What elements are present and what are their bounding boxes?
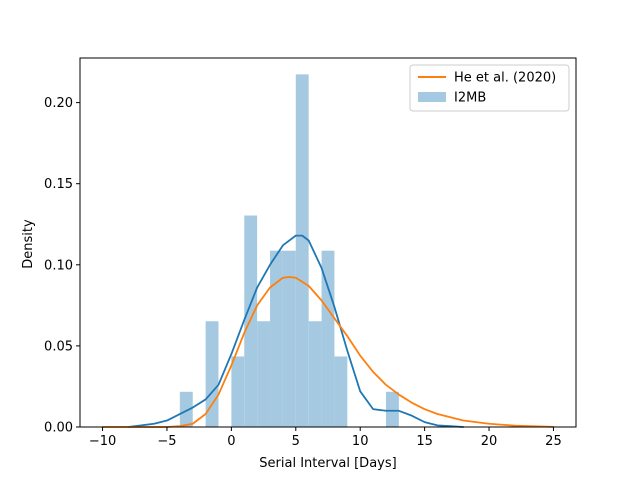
legend-label-0: He et al. (2020) bbox=[454, 71, 556, 86]
legend: He et al. (2020) I2MB bbox=[409, 64, 570, 112]
x-tick-label-7: 25 bbox=[545, 434, 562, 449]
histogram-bar-9 bbox=[321, 250, 335, 427]
x-tick-label-2: 0 bbox=[227, 434, 235, 449]
x-tick-label-6: 20 bbox=[481, 434, 498, 449]
histogram-bar-7 bbox=[295, 74, 309, 427]
y-tick-label-2: 0.10 bbox=[44, 258, 73, 273]
kde-curve-0 bbox=[127, 234, 465, 428]
x-tick-label-3: 5 bbox=[292, 434, 300, 449]
y-tick-label-4: 0.20 bbox=[44, 96, 73, 111]
x-tick-label-4: 10 bbox=[352, 434, 369, 449]
histogram-bar-5 bbox=[270, 250, 283, 427]
axes-frame bbox=[79, 57, 577, 428]
y-axis-ticks: 0.00 0.05 0.10 0.15 0.20 bbox=[44, 96, 80, 436]
axes bbox=[79, 57, 577, 428]
plot-area bbox=[101, 74, 555, 428]
x-tick-label-1: −5 bbox=[157, 434, 176, 449]
y-tick-label-1: 0.05 bbox=[44, 339, 73, 354]
x-tick-label-0: −10 bbox=[89, 434, 116, 449]
x-axis-ticks: −10 −5 0 5 10 15 20 25 bbox=[89, 427, 562, 449]
histogram-bar-10 bbox=[334, 356, 348, 427]
y-tick-label-3: 0.15 bbox=[44, 177, 73, 192]
histogram-bar-8 bbox=[308, 321, 322, 427]
density-curves bbox=[101, 234, 555, 428]
y-tick-label-0: 0.00 bbox=[44, 421, 73, 436]
histogram-bar-6 bbox=[282, 250, 296, 427]
legend-patch-swatch-1 bbox=[418, 92, 446, 102]
x-axis-label: Serial Interval [Days] bbox=[259, 456, 396, 471]
histogram-bar-11 bbox=[385, 391, 399, 427]
histogram-bar-4 bbox=[257, 321, 271, 427]
histogram-bar-2 bbox=[231, 356, 245, 427]
y-axis-label: Density bbox=[21, 219, 36, 269]
legend-box bbox=[409, 64, 570, 112]
reference-curve-1 bbox=[101, 276, 555, 428]
histogram-bars bbox=[179, 74, 399, 427]
legend-label-1: I2MB bbox=[454, 91, 486, 106]
histogram-bar-0 bbox=[179, 391, 193, 427]
x-tick-label-5: 15 bbox=[416, 434, 433, 449]
